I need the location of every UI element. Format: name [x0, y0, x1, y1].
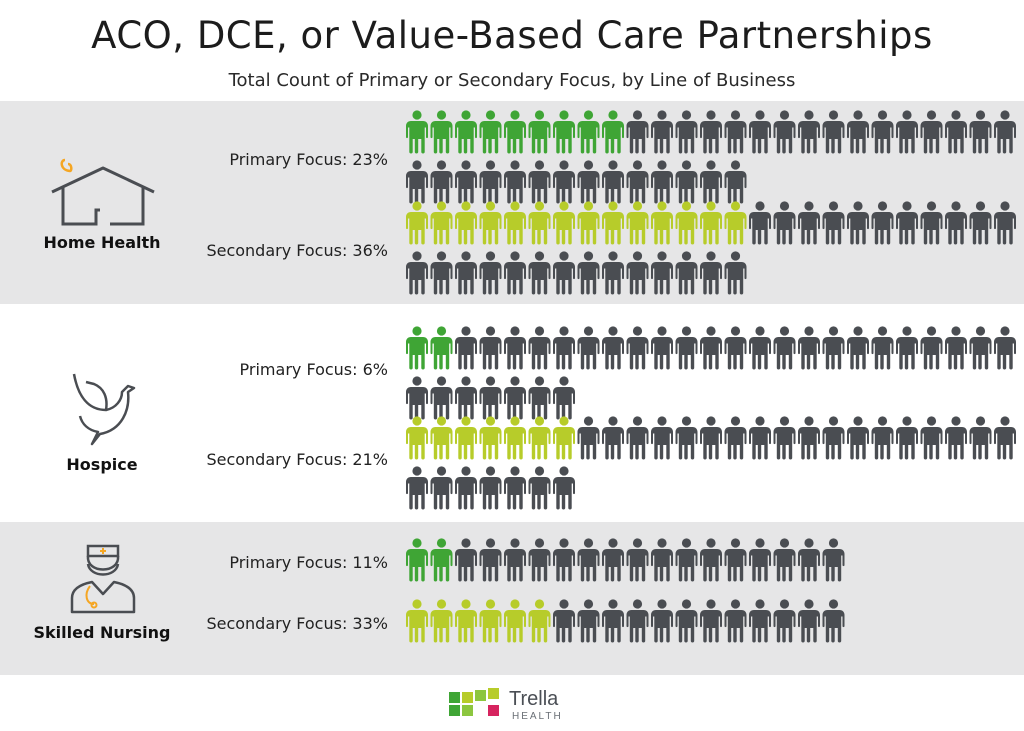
logo-tile — [449, 692, 460, 703]
hospice-band — [0, 304, 1024, 522]
row-label-hospice-secondary: Secondary Focus: 21% — [206, 450, 388, 469]
logo-subtext: HEALTH — [512, 711, 563, 722]
nurse-icon — [70, 544, 136, 614]
trella-logo-mark — [449, 688, 499, 716]
skilled-nursing-band — [0, 522, 1024, 675]
row-label-home-health-primary: Primary Focus: 23% — [229, 150, 388, 169]
section-label-skilled-nursing: Skilled Nursing — [33, 623, 171, 642]
logo-tile — [488, 688, 499, 699]
house-icon — [51, 158, 155, 226]
chart-subtitle: Total Count of Primary or Secondary Focu… — [228, 70, 796, 91]
row-label-skilled-nursing-secondary: Secondary Focus: 33% — [206, 614, 388, 633]
logo-name: Trella — [509, 688, 559, 710]
logo-tile — [462, 692, 473, 703]
row-label-skilled-nursing-primary: Primary Focus: 11% — [229, 553, 388, 572]
chart-title: ACO, DCE, or Value-Based Care Partnershi… — [91, 14, 933, 57]
logo-tile — [449, 705, 460, 716]
section-label-home-health: Home Health — [43, 233, 161, 252]
logo-tile — [488, 705, 499, 716]
logo-tile — [462, 705, 473, 716]
logo-tile — [475, 690, 486, 701]
row-label-hospice-primary: Primary Focus: 6% — [239, 360, 388, 379]
dove-icon — [72, 373, 136, 446]
section-label-hospice: Hospice — [66, 455, 138, 474]
row-label-home-health-secondary: Secondary Focus: 36% — [206, 241, 388, 260]
